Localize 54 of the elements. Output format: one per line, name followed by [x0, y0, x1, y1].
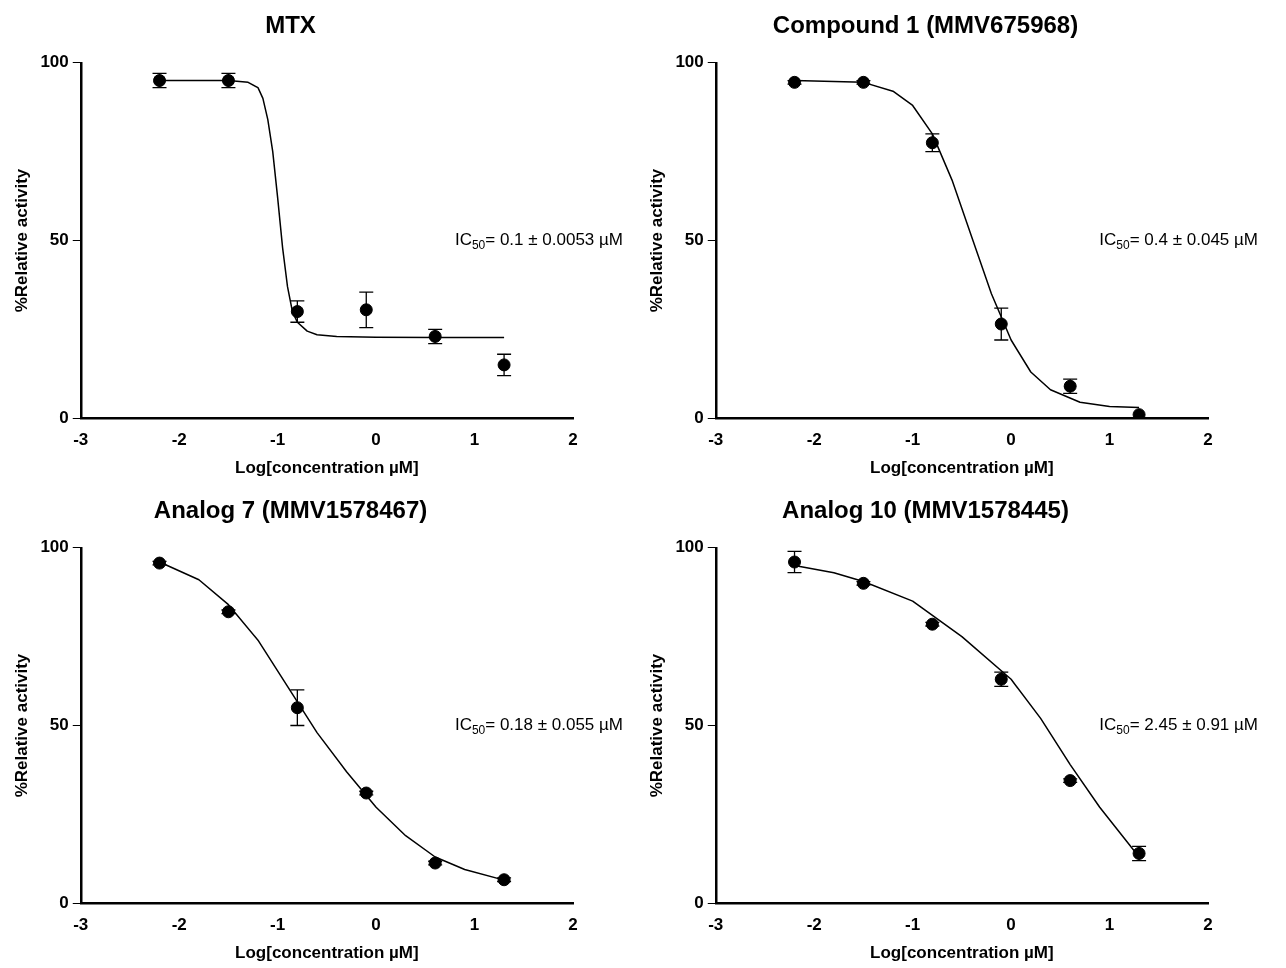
point	[290, 701, 304, 715]
y-tick-label: 50	[684, 230, 704, 250]
y-tick-label: 0	[59, 407, 69, 427]
y-tick-label: 100	[40, 537, 69, 557]
y-tick-label: 0	[59, 892, 69, 912]
point	[290, 305, 304, 319]
chart-title: Compound 1 (MMV675968)	[772, 11, 1079, 39]
x-tick-label: -2	[171, 430, 187, 450]
x-tick-label: -3	[708, 430, 724, 450]
x-tick-label: 2	[568, 915, 578, 935]
y-tick-label: 50	[684, 715, 704, 735]
x-tick-label: -3	[73, 430, 89, 450]
y-tick-label: 50	[49, 230, 69, 250]
x-tick-label: -2	[806, 915, 822, 935]
y-axis-title: %Relative activity	[11, 653, 31, 798]
x-tick-label: 2	[1203, 430, 1213, 450]
point	[994, 317, 1008, 331]
x-tick-label: 2	[568, 430, 578, 450]
y-axis-title: %Relative activity	[646, 653, 666, 798]
point	[788, 555, 802, 569]
x-tick-label: 0	[371, 915, 381, 935]
x-tick-label: 0	[1006, 430, 1016, 450]
chart-title: Analog 7 (MMV1578467)	[153, 496, 428, 524]
x-tick-label: -3	[708, 915, 724, 935]
x-axis-title: Log[concentration µM]	[235, 458, 419, 478]
y-tick-label: 0	[694, 407, 704, 427]
y-tick-label: 0	[694, 892, 704, 912]
x-tick-label: 1	[1104, 915, 1115, 935]
x-tick-label: 1	[469, 430, 480, 450]
x-tick-label: -2	[806, 430, 822, 450]
x-tick-label: -1	[270, 915, 286, 935]
y-tick-label: 100	[675, 52, 704, 72]
x-tick-label: -1	[270, 430, 286, 450]
x-axis-title: Log[concentration µM]	[870, 458, 1054, 478]
x-axis-title: Log[concentration µM]	[235, 943, 419, 963]
chart-title: MTX	[265, 11, 316, 39]
x-tick-label: -3	[73, 915, 89, 935]
chart-title: Analog 10 (MMV1578445)	[782, 496, 1069, 524]
x-tick-label: -1	[905, 915, 921, 935]
x-axis-title: Log[concentration µM]	[870, 943, 1054, 963]
x-tick-label: 0	[1006, 915, 1016, 935]
x-tick-label: 0	[371, 430, 381, 450]
y-axis-title: %Relative activity	[11, 168, 31, 313]
x-tick-label: -1	[905, 430, 921, 450]
x-tick-label: 1	[1104, 430, 1115, 450]
point	[1132, 408, 1146, 419]
x-tick-label: 2	[1203, 915, 1213, 935]
y-tick-label: 50	[49, 715, 69, 735]
x-tick-label: 1	[469, 915, 480, 935]
point	[359, 303, 373, 317]
y-tick-label: 100	[675, 537, 704, 557]
y-axis-title: %Relative activity	[646, 168, 666, 313]
x-tick-label: -2	[171, 915, 187, 935]
y-tick-label: 100	[40, 52, 69, 72]
